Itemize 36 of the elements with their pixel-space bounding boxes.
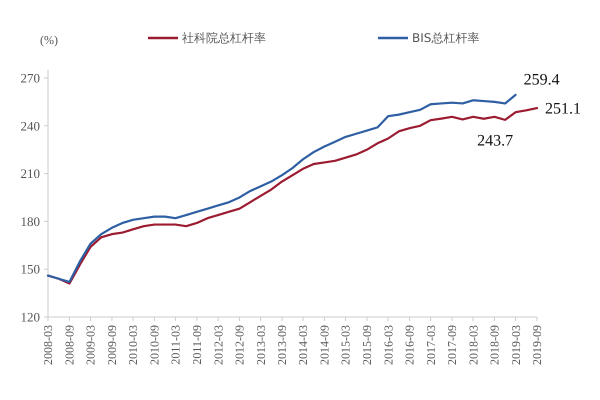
x-tick-label: 2018-03 <box>466 325 480 365</box>
legend-label: BIS总杠杆率 <box>412 31 480 46</box>
x-tick-label: 2016-09 <box>402 325 417 365</box>
x-tick-label: 2014-09 <box>318 325 332 365</box>
y-tick-label: 120 <box>20 310 40 325</box>
x-tick-label: 2017-03 <box>424 325 438 365</box>
y-tick-label: 180 <box>20 214 40 229</box>
y-tick-label: 150 <box>20 262 40 277</box>
annotation: 243.7 <box>477 132 514 150</box>
x-tick-label: 2011-03 <box>168 325 183 365</box>
x-tick-label: 2019-03 <box>508 325 523 365</box>
x-tick-label: 2013-09 <box>275 325 290 365</box>
y-axis-title: (%) <box>40 33 58 47</box>
x-tick-label: 2012-09 <box>232 325 247 365</box>
x-tick-label: 2010-03 <box>126 325 140 365</box>
y-tick-label: 210 <box>20 166 40 182</box>
annotation: 259.4 <box>524 71 560 88</box>
x-tick-label: 2016-03 <box>381 325 396 365</box>
x-tick-label: 2008-03 <box>41 325 56 365</box>
annotation: 251.1 <box>545 100 581 118</box>
x-tick-label: 2010-09 <box>148 325 162 365</box>
x-tick-label: 2012-03 <box>211 325 226 365</box>
legend-label: 社科院总杠杆率 <box>182 31 266 46</box>
x-tick-label: 2009-09 <box>105 325 120 365</box>
x-tick-label: 2015-09 <box>360 325 374 365</box>
x-tick-label: 2015-03 <box>338 325 353 365</box>
x-tick-label: 2011-09 <box>190 325 204 365</box>
x-tick-label: 2013-03 <box>254 325 268 365</box>
y-tick-label: 240 <box>20 118 40 134</box>
x-tick-label: 2018-09 <box>488 325 502 365</box>
y-tick-label: 270 <box>20 70 40 86</box>
x-tick-label: 2019-09 <box>530 325 544 365</box>
x-tick-label: 2017-09 <box>445 325 460 365</box>
x-tick-label: 2008-09 <box>62 325 77 365</box>
x-tick-label: 2014-03 <box>296 325 310 365</box>
x-tick-label: 2009-03 <box>84 325 98 365</box>
